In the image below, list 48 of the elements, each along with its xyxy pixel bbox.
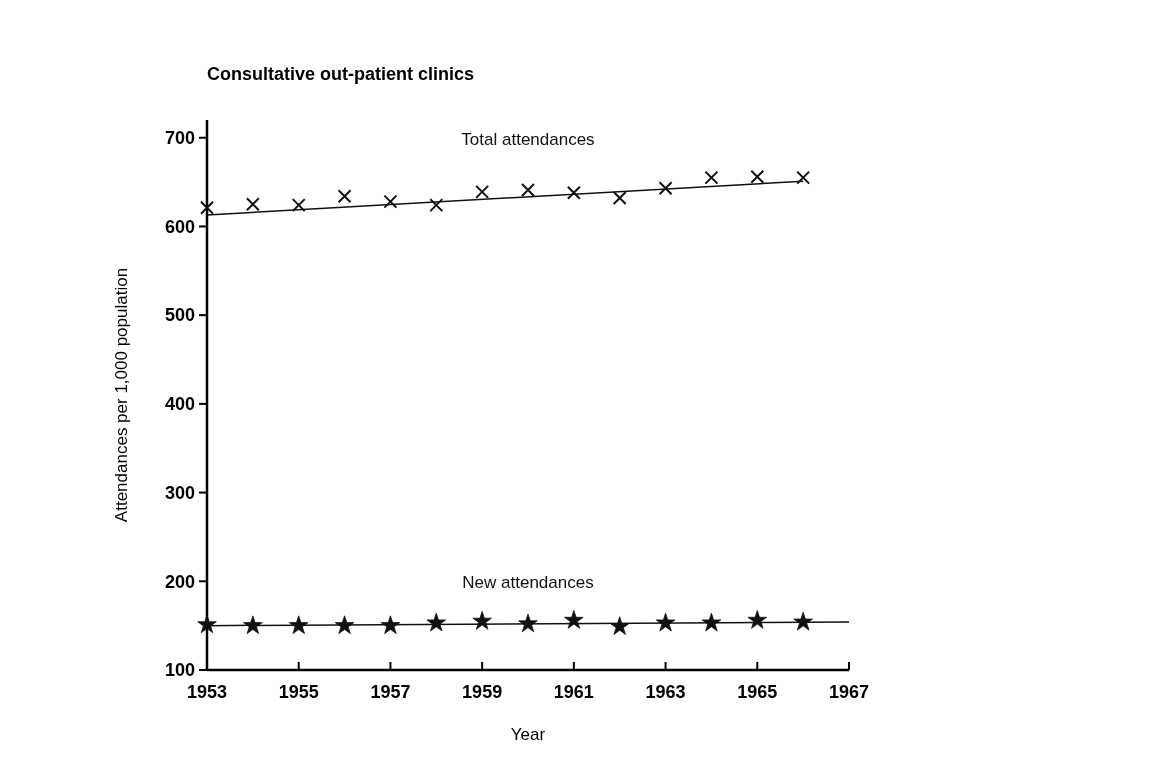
y-tick-label: 400	[164, 394, 195, 415]
x-tick-label: 1957	[370, 682, 411, 702]
point	[383, 194, 398, 209]
x-tick-label: 1953	[186, 682, 228, 702]
y-tick-label: 300	[164, 482, 195, 503]
point	[796, 170, 811, 185]
point	[566, 185, 581, 200]
point	[609, 616, 630, 635]
point	[655, 612, 676, 632]
y-tick-label: 700	[164, 128, 195, 149]
chart-title: Consultative out-patient clinics	[207, 64, 475, 84]
point	[243, 615, 263, 634]
point	[701, 612, 722, 632]
x-tick-label: 1961	[553, 682, 594, 702]
point	[380, 615, 401, 634]
point	[197, 614, 217, 634]
x-tick-label: 1965	[737, 682, 778, 702]
point	[291, 198, 306, 213]
point	[200, 200, 214, 215]
point	[704, 170, 719, 185]
point	[334, 615, 355, 634]
x-tick-label: 1959	[462, 682, 503, 702]
point	[658, 181, 673, 196]
point	[472, 611, 492, 630]
x-tick-label: 1963	[645, 682, 686, 702]
point	[288, 615, 309, 634]
series-label: New attendances	[462, 573, 594, 593]
point	[612, 191, 627, 206]
point	[475, 184, 490, 199]
point	[245, 197, 260, 212]
point	[750, 169, 765, 184]
point	[747, 610, 768, 629]
point	[337, 189, 352, 204]
x-tick-label: 1967	[828, 682, 870, 702]
point	[793, 611, 813, 631]
y-tick-label: 600	[164, 216, 195, 237]
x-tick-label: 1955	[278, 682, 319, 702]
point	[564, 610, 584, 629]
point	[518, 613, 538, 633]
y-tick-label: 100	[164, 660, 195, 681]
point	[426, 612, 447, 632]
text: Total attendances	[461, 129, 595, 149]
x-axis-title: Year	[510, 725, 546, 744]
y-tick-label: 200	[164, 571, 195, 592]
y-tick-label: 500	[164, 305, 195, 326]
y-axis-title: Attendances per 1,000 population	[112, 267, 131, 523]
point	[521, 183, 535, 198]
point	[429, 198, 444, 213]
